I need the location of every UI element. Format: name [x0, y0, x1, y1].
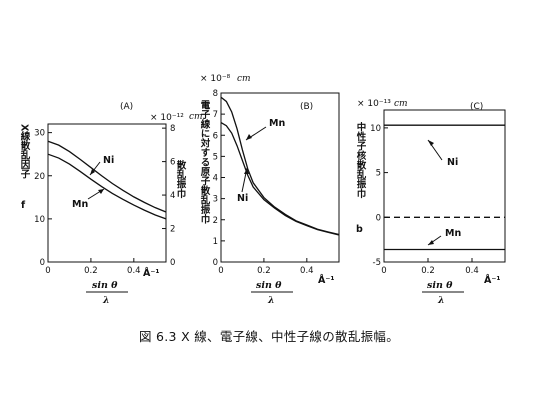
panel-b-scale-note: × 10⁻⁸ — [200, 74, 231, 84]
panel-b-series — [220, 96, 340, 236]
panel-c-label: (C) — [470, 102, 483, 112]
y-tick-label: 6 — [213, 131, 218, 141]
y-tick-label: 20 — [34, 172, 45, 182]
x-tick-label: 0 — [218, 266, 223, 276]
panel-b-label: (B) — [300, 102, 313, 112]
series-line-ni — [47, 140, 167, 213]
y-tick-label: 0 — [376, 213, 381, 223]
panel-b-xlabel-numerator: sin θ — [256, 280, 282, 291]
x-tick-label: 0 — [381, 266, 386, 276]
panel-a-right-scale-unit: cm — [189, 112, 203, 122]
panel-a-label: (A) — [120, 102, 133, 112]
y-right-tick-label: 8 — [170, 124, 175, 134]
panel-c-ylabel: 中性子核散乱振巾 — [355, 121, 367, 199]
panel-b-xlabel: sin θ λ Å⁻¹ — [251, 275, 335, 306]
panel-a-ylabel-right: 散乱振巾 — [175, 159, 187, 199]
y-tick-label: 7 — [213, 110, 218, 120]
y-right-tick-label: 4 — [170, 191, 175, 201]
panel-a-ylabel-symbol: f — [21, 200, 26, 211]
panel-c: × 10⁻¹³ cm (C) 中性子核散乱振巾 b 0 0.2 0.4-50510 … — [355, 99, 506, 306]
y-tick-label: 1 — [213, 237, 218, 247]
x-tick-label: 0.4 — [465, 266, 479, 276]
panel-c-series-label-mn: Mn — [445, 228, 461, 239]
panel-c-series-label-ni: Ni — [447, 157, 458, 168]
panel-a-series — [47, 140, 167, 220]
y-right-tick-label: 6 — [170, 158, 175, 168]
panel-a-xlabel-denominator: λ — [102, 295, 110, 306]
panel-c-xlabel-unit: Å⁻¹ — [484, 275, 501, 286]
panel-a-xlabel: sin θ λ Å⁻¹ — [86, 268, 160, 306]
y-right-tick-label: 0 — [170, 258, 175, 268]
y-tick-label: 0 — [40, 258, 45, 268]
panel-b-xlabel-denominator: λ — [267, 295, 275, 306]
panel-c-xlabel: sin θ λ Å⁻¹ — [422, 275, 501, 306]
y-tick-label: 3 — [213, 195, 218, 205]
panel-b-xlabel-unit: Å⁻¹ — [318, 275, 335, 286]
panel-a-right-scale-note: × 10⁻¹² — [150, 113, 184, 123]
y-tick-label: 0 — [213, 258, 218, 268]
panel-c-series — [384, 124, 505, 251]
panel-a-frame — [47, 123, 167, 263]
y-tick-label: 5 — [213, 152, 218, 162]
panel-c-xlabel-denominator: λ — [437, 295, 445, 306]
x-tick-label: 0.2 — [421, 266, 435, 276]
y-tick-label: 30 — [34, 129, 45, 139]
panel-c-ylabel-symbol: b — [356, 224, 363, 235]
panel-c-xlabel-numerator: sin θ — [427, 280, 453, 291]
series-line-ni — [220, 122, 340, 236]
panel-b-arrowhead-mn — [246, 134, 252, 140]
panel-a-arrowhead-mn — [98, 189, 104, 194]
panel-b-ylabel: 電子線に対する原子散乱振巾 — [199, 99, 212, 224]
panel-b-arrowhead-ni — [244, 168, 249, 174]
panel-c-scale-note: × 10⁻¹³ — [357, 99, 391, 109]
y-tick-label: 5 — [376, 169, 381, 179]
y-tick-label: 8 — [213, 89, 218, 99]
panel-c-arrowhead-ni — [428, 140, 434, 146]
panel-c-frame — [383, 109, 506, 263]
panel-b: × 10⁻⁸ cm (B) 電子線に対する原子散乱振巾 0 0.2 0.4 0 1 2 3 4… — [199, 74, 340, 306]
panel-a-series-label-ni: Ni — [103, 155, 114, 166]
y-tick-label: 4 — [213, 174, 218, 184]
panel-b-series-label-ni: Ni — [237, 193, 248, 204]
panel-a-xlabel-unit: Å⁻¹ — [143, 268, 160, 279]
x-tick-label: 0.2 — [257, 266, 271, 276]
panel-c-arrowhead-mn — [428, 240, 434, 245]
panel-b-series-label-mn: Mn — [269, 118, 285, 129]
x-tick-label: 0.4 — [300, 266, 314, 276]
y-tick-label: -5 — [373, 258, 381, 268]
panel-a-ylabel: X線散乱因子 — [19, 124, 31, 180]
panel-b-scale-unit: cm — [237, 74, 251, 84]
figure-caption: 図 6.3 X 線、電子線、中性子線の散乱振幅。 — [138, 329, 400, 344]
panel-c-scale-unit: cm — [394, 99, 408, 109]
panel-b-ticks: 0 0.2 0.4 0 1 2 3 4 5 6 7 8 — [213, 89, 314, 276]
y-tick-label: 10 — [370, 124, 381, 134]
panel-a-ylabel-text: X線散乱因子 — [19, 124, 31, 180]
panel-a: (A) × 10⁻¹² cm X線散乱因子 f 散乱振巾 0 0.2 0.4 0 10 2… — [19, 102, 203, 306]
x-tick-label: 0.4 — [127, 266, 141, 276]
panel-a-arrowhead-ni — [90, 169, 95, 175]
panel-a-xlabel-numerator: sin θ — [92, 280, 118, 291]
panel-a-ticks: 0 0.2 0.4 0 10 20 30 0 2 4 6 8 — [34, 124, 175, 276]
x-tick-label: 0.2 — [84, 266, 98, 276]
panel-a-series-label-mn: Mn — [72, 199, 88, 210]
y-tick-label: 10 — [34, 215, 45, 225]
series-line-mn — [47, 153, 167, 220]
x-tick-label: 0 — [45, 266, 50, 276]
y-tick-label: 2 — [213, 216, 218, 226]
y-right-tick-label: 2 — [170, 225, 175, 235]
